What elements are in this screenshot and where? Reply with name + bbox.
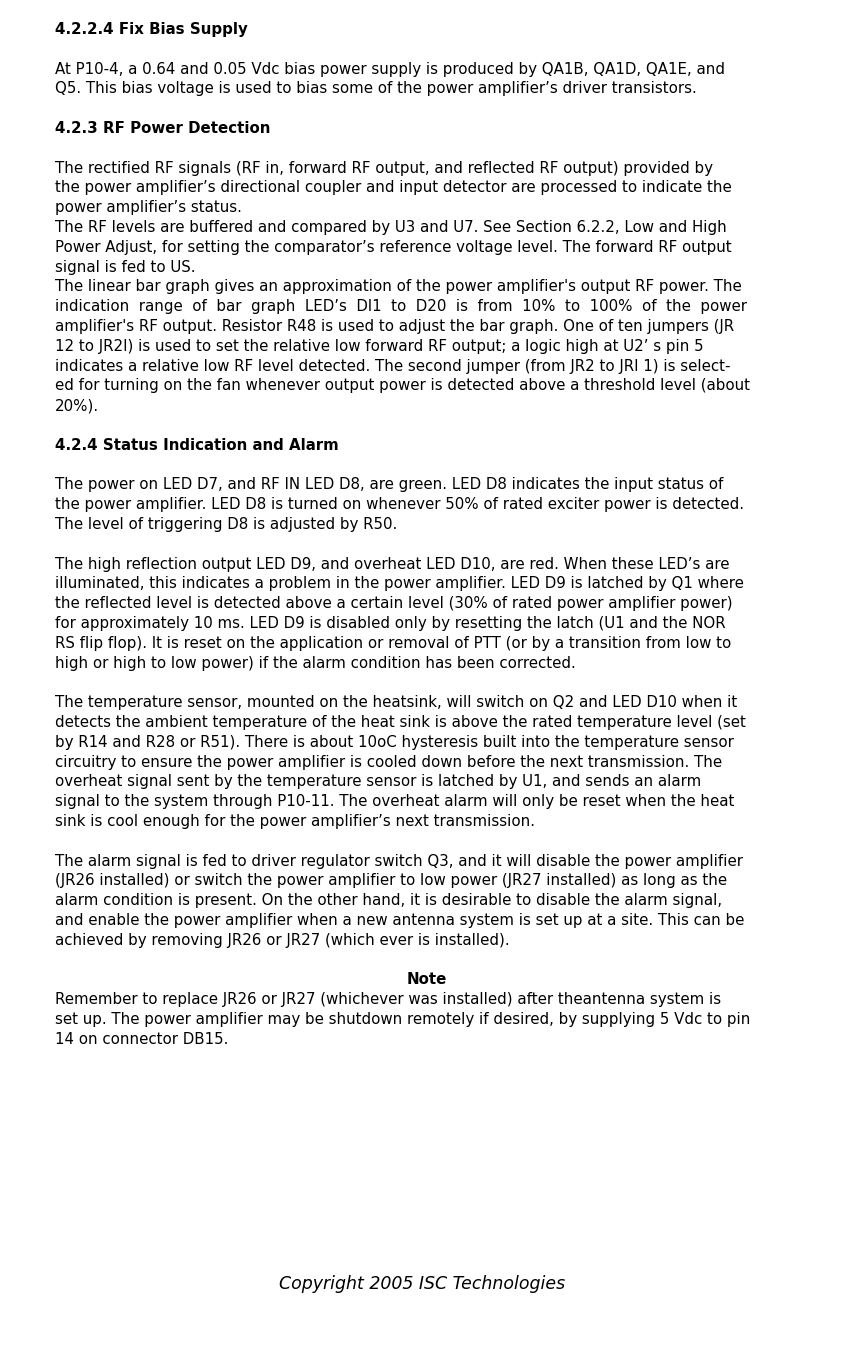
Text: amplifier's RF output. Resistor R48 is used to adjust the bar graph. One of ten : amplifier's RF output. Resistor R48 is u… (55, 319, 734, 334)
Text: The level of triggering D8 is adjusted by R50.: The level of triggering D8 is adjusted b… (55, 518, 398, 532)
Text: The linear bar graph gives an approximation of the power amplifier's output RF p: The linear bar graph gives an approximat… (55, 279, 742, 294)
Text: 12 to JR2I) is used to set the relative low forward RF output; a logic high at U: 12 to JR2I) is used to set the relative … (55, 338, 704, 353)
Text: The rectified RF signals (RF in, forward RF output, and reflected RF output) pro: The rectified RF signals (RF in, forward… (55, 160, 713, 175)
Text: The high reflection output LED D9, and overheat LED D10, are red. When these LED: The high reflection output LED D9, and o… (55, 557, 729, 572)
Text: the power amplifier. LED D8 is turned on whenever 50% of rated exciter power is : the power amplifier. LED D8 is turned on… (55, 497, 744, 512)
Text: Copyright 2005 ISC Technologies: Copyright 2005 ISC Technologies (279, 1275, 565, 1293)
Text: (JR26 installed) or switch the power amplifier to low power (JR27 installed) as : (JR26 installed) or switch the power amp… (55, 874, 728, 888)
Text: The power on LED D7, and RF IN LED D8, are green. LED D8 indicates the input sta: The power on LED D7, and RF IN LED D8, a… (55, 477, 723, 492)
Text: and enable the power amplifier when a new antenna system is set up at a site. Th: and enable the power amplifier when a ne… (55, 913, 744, 927)
Text: Power Adjust, for setting the comparator’s reference voltage level. The forward : Power Adjust, for setting the comparator… (55, 240, 732, 255)
Text: circuitry to ensure the power amplifier is cooled down before the next transmiss: circuitry to ensure the power amplifier … (55, 755, 722, 770)
Text: power amplifier’s status.: power amplifier’s status. (55, 201, 242, 216)
Text: sink is cool enough for the power amplifier’s next transmission.: sink is cool enough for the power amplif… (55, 814, 535, 829)
Text: the reflected level is detected above a certain level (30% of rated power amplif: the reflected level is detected above a … (55, 596, 733, 611)
Text: set up. The power amplifier may be shutdown remotely if desired, by supplying 5 : set up. The power amplifier may be shutd… (55, 1012, 750, 1027)
Text: Note: Note (407, 972, 447, 987)
Text: The RF levels are buffered and compared by U3 and U7. See Section 6.2.2, Low and: The RF levels are buffered and compared … (55, 220, 727, 235)
Text: Q5. This bias voltage is used to bias some of the power amplifier’s driver trans: Q5. This bias voltage is used to bias so… (55, 81, 697, 97)
Text: for approximately 10 ms. LED D9 is disabled only by resetting the latch (U1 and : for approximately 10 ms. LED D9 is disab… (55, 616, 726, 631)
Text: 20%).: 20%). (55, 398, 99, 414)
Text: by R14 and R28 or R51). There is about 10oC hysteresis built into the temperatur: by R14 and R28 or R51). There is about 1… (55, 735, 734, 749)
Text: high or high to low power) if the alarm condition has been corrected.: high or high to low power) if the alarm … (55, 655, 576, 670)
Text: RS flip flop). It is reset on the application or removal of PTT (or by a transit: RS flip flop). It is reset on the applic… (55, 636, 731, 651)
Text: alarm condition is present. On the other hand, it is desirable to disable the al: alarm condition is present. On the other… (55, 894, 722, 909)
Text: At P10-4, a 0.64 and 0.05 Vdc bias power supply is produced by QA1B, QA1D, QA1E,: At P10-4, a 0.64 and 0.05 Vdc bias power… (55, 62, 725, 77)
Text: achieved by removing JR26 or JR27 (which ever is installed).: achieved by removing JR26 or JR27 (which… (55, 933, 510, 948)
Text: 4.2.4 Status Indication and Alarm: 4.2.4 Status Indication and Alarm (55, 438, 338, 453)
Text: ed for turning on the fan whenever output power is detected above a threshold le: ed for turning on the fan whenever outpu… (55, 379, 750, 394)
Text: The temperature sensor, mounted on the heatsink, will switch on Q2 and LED D10 w: The temperature sensor, mounted on the h… (55, 696, 738, 710)
Text: Remember to replace JR26 or JR27 (whichever was installed) after theantenna syst: Remember to replace JR26 or JR27 (whiche… (55, 992, 721, 1007)
Text: indicates a relative low RF level detected. The second jumper (from JR2 to JRI 1: indicates a relative low RF level detect… (55, 359, 731, 373)
Text: The alarm signal is fed to driver regulator switch Q3, and it will disable the p: The alarm signal is fed to driver regula… (55, 853, 743, 868)
Text: the power amplifier’s directional coupler and input detector are processed to in: the power amplifier’s directional couple… (55, 181, 732, 195)
Text: detects the ambient temperature of the heat sink is above the rated temperature : detects the ambient temperature of the h… (55, 714, 746, 731)
Text: indication  range  of  bar  graph  LED’s  Dl1  to  D20  is  from  10%  to  100% : indication range of bar graph LED’s Dl1 … (55, 299, 747, 314)
Text: illuminated, this indicates a problem in the power amplifier. LED D9 is latched : illuminated, this indicates a problem in… (55, 577, 744, 592)
Text: 14 on connector DB15.: 14 on connector DB15. (55, 1031, 229, 1047)
Text: signal to the system through P10-11. The overheat alarm will only be reset when : signal to the system through P10-11. The… (55, 794, 734, 809)
Text: overheat signal sent by the temperature sensor is latched by U1, and sends an al: overheat signal sent by the temperature … (55, 774, 701, 790)
Text: 4.2.2.4 Fix Bias Supply: 4.2.2.4 Fix Bias Supply (55, 22, 248, 36)
Text: signal is fed to US.: signal is fed to US. (55, 260, 196, 275)
Text: 4.2.3 RF Power Detection: 4.2.3 RF Power Detection (55, 121, 270, 136)
